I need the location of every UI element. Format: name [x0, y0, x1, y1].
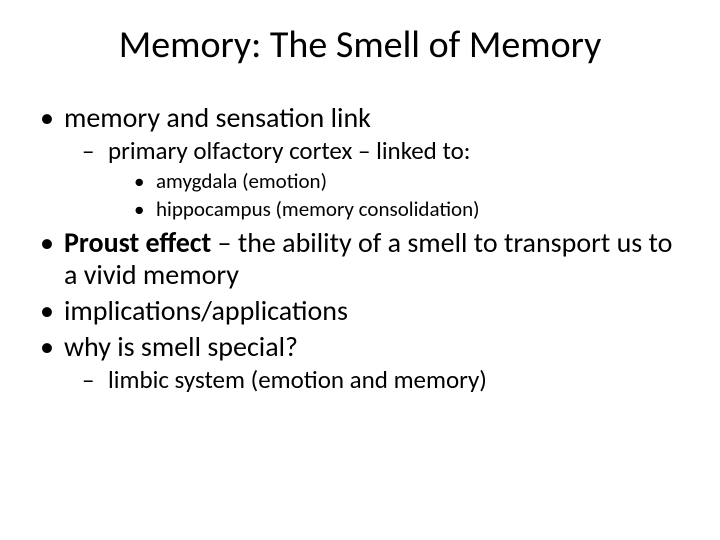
bullet-text: hippocampus (memory consolidation): [156, 196, 480, 222]
bullet-sublist: limbic system (emotion and memory): [64, 365, 684, 395]
bullet-sublist: primary olfactory cortex – linked to: am…: [64, 136, 684, 223]
bullet-list: memory and sensation link primary olfact…: [36, 102, 684, 395]
bullet-lvl2: limbic system (emotion and memory): [80, 365, 684, 395]
slide-body: memory and sensation link primary olfact…: [0, 74, 720, 395]
bullet-text: limbic system (emotion and memory): [108, 364, 487, 395]
bullet-lvl3: amygdala (emotion): [132, 168, 684, 194]
slide-title: Memory: The Smell of Memory: [0, 0, 720, 74]
bullet-text: memory and sensation link: [64, 100, 371, 135]
bullet-text: primary olfactory cortex – linked to:: [108, 135, 470, 166]
bullet-lvl2: primary olfactory cortex – linked to: am…: [80, 136, 684, 223]
bullet-text-bold: Proust effect: [64, 225, 211, 260]
bullet-text: amygdala (emotion): [156, 168, 327, 194]
slide: Memory: The Smell of Memory memory and s…: [0, 0, 720, 540]
bullet-lvl1: Proust effect – the ability of a smell t…: [36, 227, 684, 291]
bullet-lvl1: why is smell special? limbic system (emo…: [36, 331, 684, 395]
bullet-lvl1: implications/applications: [36, 295, 684, 327]
bullet-sublist: amygdala (emotion) hippocampus (memory c…: [108, 168, 684, 223]
bullet-lvl3: hippocampus (memory consolidation): [132, 196, 684, 222]
bullet-lvl1: memory and sensation link primary olfact…: [36, 102, 684, 223]
bullet-text: why is smell special?: [64, 329, 298, 364]
bullet-text: implications/applications: [64, 293, 348, 328]
